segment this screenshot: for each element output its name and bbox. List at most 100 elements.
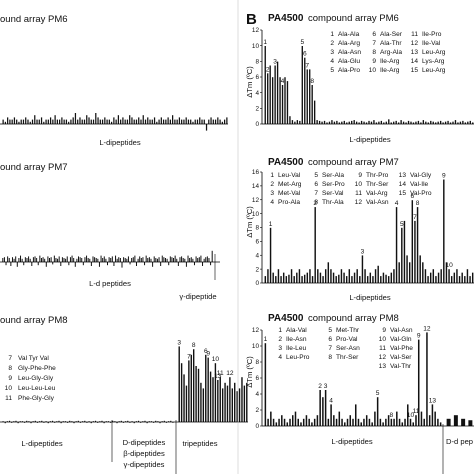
right-pm6-bar [378, 121, 380, 124]
right-pm8-bar [278, 418, 280, 426]
right-pm7-bar [395, 207, 398, 283]
legend-label: Ile-Leu [286, 345, 306, 352]
right-pm6-bar [427, 122, 429, 124]
right-pm6-bar [422, 120, 425, 124]
left-pm7-bar [53, 255, 55, 262]
left-pm8-tripeptide-bar [229, 377, 231, 422]
right-pm7-bar [319, 272, 322, 283]
left-pm6-bar [140, 119, 142, 124]
left-pm7-bar [153, 256, 155, 262]
left-pm8-tripeptide-bar [209, 371, 212, 422]
right-pm6-bar [363, 121, 365, 124]
right-pm7-bar [324, 269, 327, 283]
right-pm6-bar [331, 120, 333, 124]
left-pm7-bar [176, 258, 178, 262]
left-pm7-bar [52, 262, 54, 265]
right-pm8-bar [428, 415, 431, 426]
left-pm6-bar [47, 119, 49, 124]
left-pm6-bar [110, 121, 113, 124]
right-pm8-bar [426, 332, 428, 426]
legend-number: 5 [314, 172, 318, 179]
right-pm7-bar [296, 272, 298, 283]
right-pm6-title-strain: PA4500 [268, 13, 304, 24]
left-pm6-bar [124, 119, 126, 124]
legend-label: Val-Phe [390, 345, 413, 352]
right-pm6-bar [358, 122, 360, 124]
left-pm7-bar [73, 258, 75, 262]
left-pm7-bar [100, 255, 102, 262]
right-pm8-bar [324, 390, 327, 426]
left-pm6-bar [205, 124, 208, 131]
left-pm7-bar [15, 256, 17, 262]
right-pm7-peak-label: 1 [269, 221, 273, 228]
right-pm8-bar [431, 404, 434, 426]
right-pm8-peak-label: 9 [417, 333, 421, 340]
left-pm8-tripeptide-bar [178, 346, 180, 422]
left-pm7-bar [144, 262, 146, 266]
right-pm8-bar [305, 415, 308, 426]
right-pm6-bar [289, 116, 291, 124]
right-pm8-bar [264, 343, 267, 426]
left-pm7-bar [23, 262, 25, 266]
right-pm7-bar [314, 207, 316, 283]
right-pm8-bar [281, 415, 283, 426]
left-pm7-bar [195, 256, 197, 262]
right-pm7-bar [343, 272, 345, 283]
legend-number: 11 [5, 395, 12, 402]
legend-label: Thr-Ala [322, 199, 344, 206]
left-pm6-bar [115, 119, 117, 124]
left-pm8-tripeptide-bar [219, 377, 221, 422]
legend-label: Val-Pro [410, 190, 432, 197]
left-pm6-bar [9, 119, 11, 124]
left-pm7-bar [193, 262, 195, 266]
right-pm8-bar [390, 418, 393, 426]
right-pm7-bar [466, 269, 469, 283]
right-pm7-ylabel: ΔTm (ºC) [245, 206, 254, 238]
right-pm7-bar [453, 272, 456, 283]
legend-number: 6 [372, 31, 376, 38]
left-pm8-tripeptide-bar [226, 385, 229, 422]
legend-label: Leu-Gly-Gly [18, 375, 54, 382]
right-pm8-bar [338, 411, 341, 426]
right-pm7-bar [285, 276, 288, 283]
left-pm8-bar [47, 422, 49, 424]
right-pm7-title: compound array PM7 [308, 157, 399, 168]
legend-number: 5 [328, 327, 332, 334]
right-pm7-bar [422, 262, 424, 283]
legend-label: Ala-Ser [380, 31, 403, 38]
left-pm8-peak-label: 12 [226, 370, 234, 377]
left-pm7-bar [45, 262, 47, 267]
left-pm7-bar [137, 258, 139, 262]
left-pm6-bar [56, 119, 58, 124]
left-pm6-bar [135, 119, 138, 124]
left-pm7-bar [2, 258, 4, 262]
right-pm8-bar [333, 415, 335, 426]
legend-label: Thr-Pro [366, 172, 389, 179]
right-pm7-bar [448, 269, 450, 283]
right-pm6-group-label: L-dipeptides [349, 135, 391, 144]
left-pm7-bar [95, 258, 97, 262]
legend-number: 5 [330, 67, 334, 74]
legend-number: 15 [411, 67, 419, 74]
left-pm7-bar [156, 258, 158, 262]
left-pm6-bar [133, 119, 135, 124]
right-pm6-peak-label: 7 [305, 62, 309, 69]
left-pm7-bar [171, 257, 173, 262]
left-pm7-bar [187, 255, 189, 262]
right-pm6-bar [328, 121, 331, 124]
left-pm8-tripeptide-bar [234, 382, 236, 422]
ytick-label: 2 [255, 266, 259, 273]
left-pm6-bar [192, 121, 194, 124]
right-pm8-peak-label: 2 [318, 383, 322, 390]
left-pm6-bar [86, 115, 88, 124]
right-pm8-bar [423, 418, 425, 426]
legend-number: 10 [355, 181, 363, 188]
left-pm6-bar [101, 119, 104, 124]
left-pm8-tripeptide-bar [180, 363, 183, 422]
legend-number: 10 [379, 336, 387, 343]
left-pm7-bar [211, 250, 213, 262]
left-pm7-bar [142, 257, 144, 262]
left-pm6-bar [153, 117, 156, 124]
legend-label: Ala-Pro [338, 67, 360, 74]
